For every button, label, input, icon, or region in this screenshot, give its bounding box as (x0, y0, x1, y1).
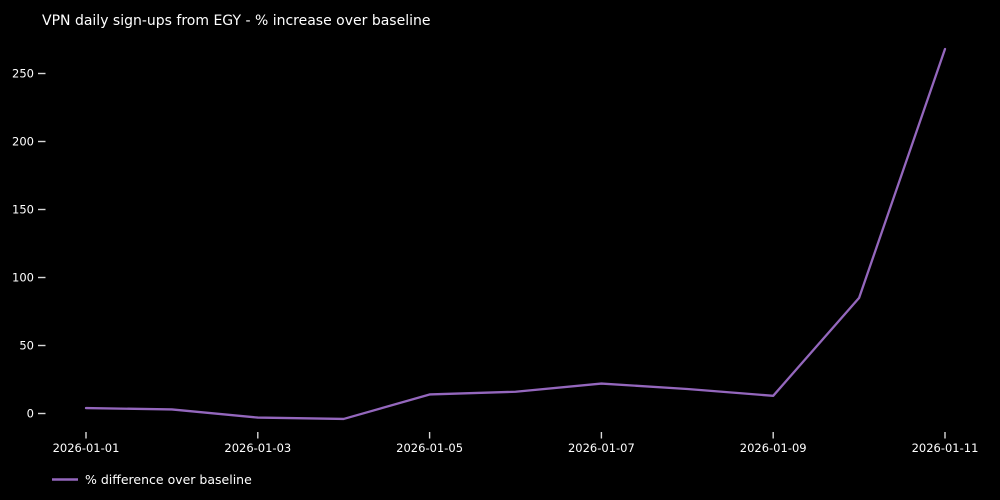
x-axis: 2026-01-01 2026-01-03 2026-01-05 2026-01-07… (53, 432, 979, 455)
x-tick-label: 2026-01-11 (912, 441, 979, 455)
y-tick-label: 0 (27, 407, 34, 421)
legend: % difference over baseline (52, 472, 252, 487)
y-tick-label: 50 (19, 339, 34, 353)
y-tick-label: 100 (12, 271, 34, 285)
x-tick-label: 2026-01-01 (53, 441, 120, 455)
y-tick-label: 200 (12, 135, 34, 149)
series-group (84, 47, 947, 421)
x-tick-label: 2026-01-09 (740, 441, 807, 455)
x-tick-label: 2026-01-07 (568, 441, 635, 455)
chart-title: VPN daily sign-ups from EGY - % increase… (42, 13, 430, 29)
y-tick-label: 150 (12, 203, 34, 217)
y-tick-label: 250 (12, 67, 34, 81)
legend-label: % difference over baseline (85, 472, 252, 487)
y-axis: 0 50 100 150 200 250 (12, 67, 46, 421)
x-tick-label: 2026-01-05 (396, 441, 463, 455)
x-tick-label: 2026-01-03 (224, 441, 291, 455)
series-path (84, 47, 947, 421)
